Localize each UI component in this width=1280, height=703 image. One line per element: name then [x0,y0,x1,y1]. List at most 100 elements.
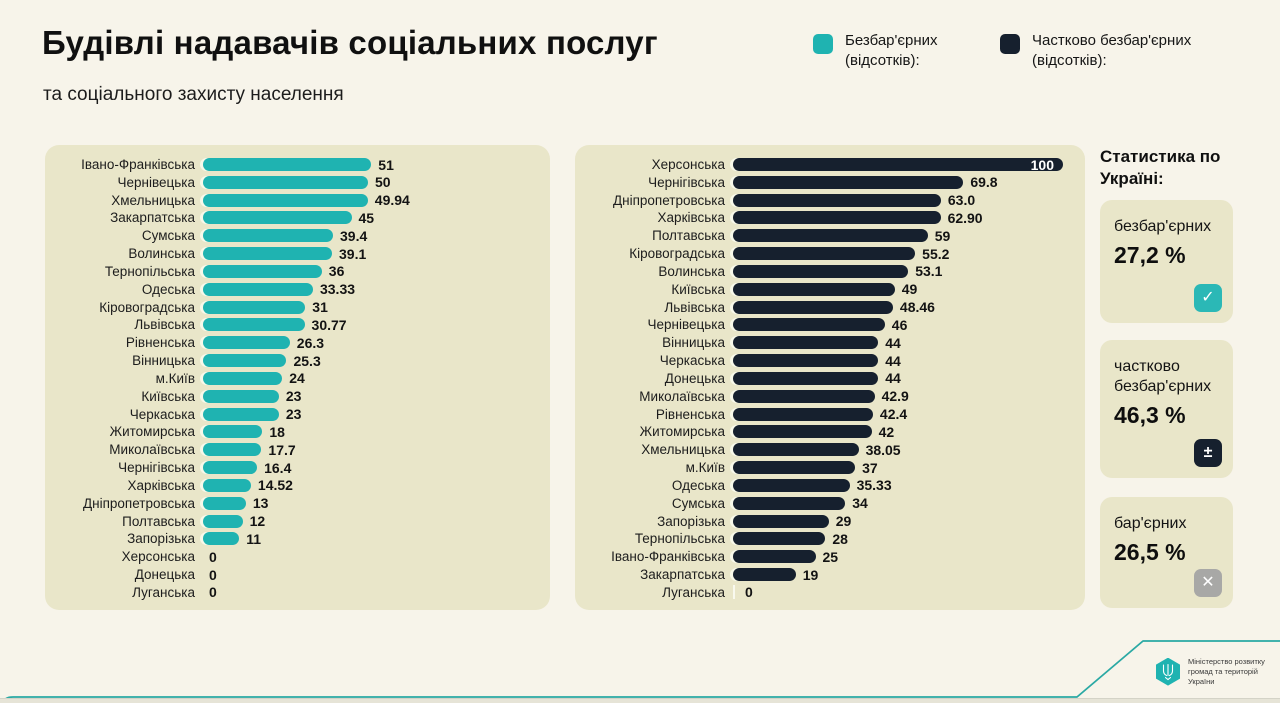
bar-area: 49.94 [203,192,540,208]
bar-area: 19 [733,567,1075,583]
axis-tick [733,585,735,600]
bar-area: 29 [733,513,1075,529]
chart-row: Одеська 33.33 [45,281,540,298]
bar-area: 49 [733,281,1075,297]
bar-value: 51 [378,156,394,173]
bar-area: 23 [203,388,540,404]
bar-area: 50 [203,174,540,190]
bar-value: 53.1 [915,263,943,280]
chart-row: Запорізька 11 [45,530,540,547]
bar [203,211,352,225]
region-label: Львівська [664,299,725,315]
bar [733,532,826,546]
bar [203,318,305,332]
region-label: м.Київ [155,370,195,386]
region-label: Миколаївська [639,388,725,404]
region-label: Рівненська [125,335,195,351]
region-label: Херсонська [651,157,725,172]
region-label: Вінницька [662,335,725,351]
bar [733,175,964,189]
bar-value: 31 [312,299,328,316]
bar-value: 38.05 [865,441,901,458]
bar-area: 42 [733,424,1075,440]
region-label: Полтавська [652,228,725,244]
region-label: Київська [141,388,195,404]
region-label: Одеська [141,281,195,297]
chart-row: Кіровоградська 31 [45,299,540,316]
bar [203,478,251,492]
chart-row: Київська 23 [45,388,540,405]
bar-area: 0 [733,584,1075,600]
region-label: Донецька [664,370,725,386]
bar-area: 18 [203,424,540,440]
chart-row: Житомирська 42 [575,423,1075,440]
bar-value: 62.90 [947,209,983,226]
bar-value: 16.4 [264,459,292,476]
bar-area: 63.0 [733,192,1075,208]
region-label: Харківська [127,477,195,493]
bar [203,336,290,350]
chart-row: Донецька 44 [575,370,1075,387]
region-label: Харківська [657,210,725,226]
chart-row: Закарпатська 19 [575,566,1075,583]
page-subtitle: та соціального захисту населення [43,84,344,105]
legend-label-partially-barrier-free: Частково безбар'єрних (відсотків): [1032,32,1192,69]
bar [203,496,246,510]
bar-area: 45 [203,210,540,226]
bar-value: 0 [209,584,217,601]
bar [733,211,941,225]
bar-value: 35.33 [856,477,892,494]
bar [733,300,893,314]
bar [203,264,322,278]
chart-row: Миколаївська 42.9 [575,388,1075,405]
bar [203,300,306,314]
region-label: Миколаївська [109,442,195,458]
chart-row: Сумська 34 [575,495,1075,512]
region-label: Запорізька [657,513,725,529]
chart-row: Черкаська 23 [45,406,540,423]
region-label: Хмельницька [641,442,725,458]
bar-value: 12 [249,513,266,530]
bar [733,229,928,243]
bar-value: 55.2 [922,245,950,262]
bar-value: 25 [822,548,839,565]
bar-value: 18 [269,423,285,440]
bar-area: 0 [203,584,540,600]
bar-area: 14.52 [203,477,540,493]
chart-barrier-free: Івано-Франківська 51 Чернівецька 50 Хмельниц… [45,145,550,610]
chart-row: Івано-Франківська 25 [575,548,1075,565]
chart-row: Миколаївська 17.7 [45,441,540,458]
region-label: Івано-Франківська [81,157,195,172]
region-label: Луганська [132,584,195,600]
ministry-logo: Міністерство розвитку громад та територі… [1156,657,1280,686]
bar-area: 33.33 [203,281,540,297]
region-label: Закарпатська [110,210,195,226]
region-label: Волинська [658,263,725,279]
bar-area: 12 [203,513,540,529]
bar-value: 34 [852,495,868,512]
bar-value: 24 [289,370,305,387]
region-label: Полтавська [122,513,195,529]
bar [203,158,372,171]
region-label: Сумська [141,228,195,244]
region-label: Чернівецька [117,174,195,190]
chart-row: м.Київ 24 [45,370,540,387]
bar-area: 23 [203,406,540,422]
chart-row: Запорізька 29 [575,513,1075,530]
bar [733,514,829,528]
chart-row: Харківська 14.52 [45,477,540,494]
bar-area: 48.46 [733,299,1075,315]
stat-value: 46,3 % [1114,402,1186,428]
bar-area: 25 [733,549,1075,565]
region-label: Чернігівська [648,174,725,190]
chart-row: Тернопільська 28 [575,530,1075,547]
bar-value: 25.3 [293,352,321,369]
region-label: Черкаська [659,353,725,369]
bar-area: 17.7 [203,442,540,458]
bar-area: 11 [203,531,540,547]
bar [203,389,279,403]
bar-area: 31 [203,299,540,315]
chart-row: Черкаська 44 [575,352,1075,369]
legend-swatch-navy-icon [1000,34,1020,54]
bar-value: 69.8 [970,174,998,191]
